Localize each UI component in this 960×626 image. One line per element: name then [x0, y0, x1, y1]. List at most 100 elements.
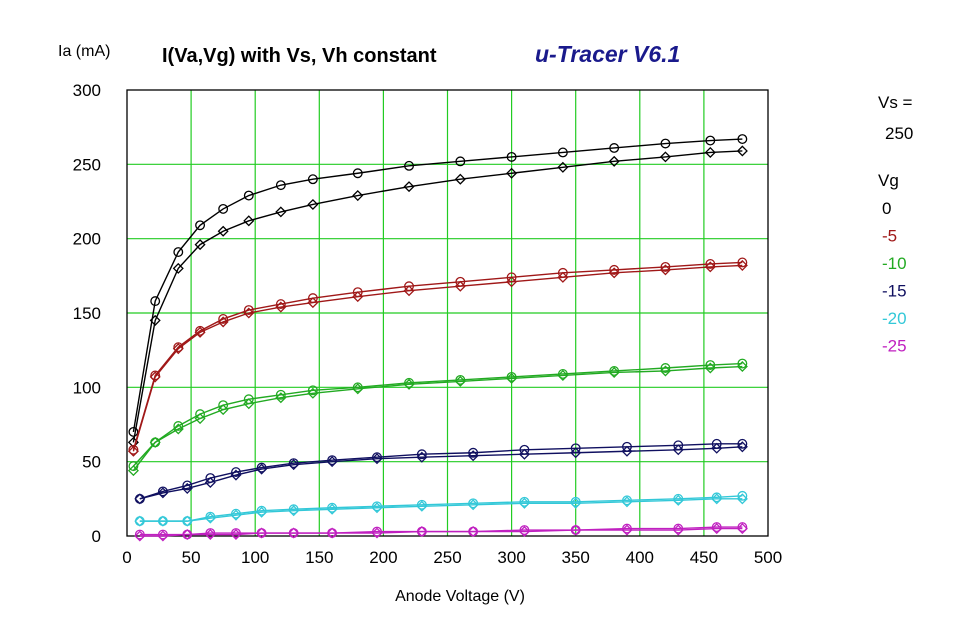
data-point: [307, 385, 318, 396]
data-point: [182, 480, 193, 491]
data-point: [468, 447, 479, 458]
data-point: [149, 314, 161, 326]
legend-vg-label: Vg: [878, 171, 899, 190]
data-point: [704, 362, 716, 374]
x-tick-label: 250: [433, 548, 461, 567]
data-point: [570, 496, 581, 507]
data-point: [372, 452, 382, 463]
data-point: [231, 467, 241, 478]
series-line: [132, 138, 743, 433]
data-point: [416, 499, 427, 510]
data-point: [243, 307, 255, 319]
series-0: [127, 134, 748, 448]
data-point: [622, 495, 632, 506]
y-tick-label: 0: [92, 527, 101, 546]
data-point: [194, 239, 206, 251]
data-point: [704, 146, 716, 158]
data-point: [230, 469, 242, 481]
data-point: [307, 174, 318, 185]
data-point: [737, 490, 748, 501]
y-tick-label: 50: [82, 453, 101, 472]
data-point: [737, 358, 748, 369]
legend-entry: -25: [882, 337, 907, 356]
series-line: [139, 526, 743, 536]
data-point: [518, 497, 530, 509]
data-point: [416, 451, 428, 463]
series-line: [132, 150, 743, 443]
series-line: [139, 498, 743, 522]
data-point: [506, 372, 518, 384]
x-axis-label: Anode Voltage (V): [395, 588, 525, 605]
data-point: [737, 257, 748, 268]
data-point: [150, 370, 161, 381]
data-point: [519, 496, 530, 507]
data-point: [127, 445, 139, 457]
data-point: [659, 264, 671, 276]
data-point: [194, 413, 206, 425]
series--10: [127, 358, 748, 477]
series-line: [132, 264, 743, 452]
data-point: [557, 161, 569, 173]
data-point: [275, 301, 287, 313]
data-point: [275, 180, 286, 191]
data-point: [204, 476, 216, 488]
data-point: [506, 276, 518, 288]
x-tick-label: 500: [754, 548, 782, 567]
data-point: [557, 369, 568, 379]
x-tick-label: 0: [122, 548, 131, 567]
data-point: [672, 444, 684, 456]
x-tick-label: 450: [690, 548, 718, 567]
data-point: [371, 527, 383, 539]
data-point: [673, 493, 684, 504]
data-point: [711, 522, 722, 533]
data-point: [217, 316, 229, 328]
data-point: [181, 482, 193, 494]
data-point: [150, 296, 161, 307]
data-point: [621, 445, 633, 457]
y-tick-label: 200: [73, 230, 101, 249]
legend-entry: -10: [882, 254, 907, 273]
x-tick-label: 100: [241, 548, 269, 567]
x-tick-label: 350: [562, 548, 590, 567]
data-point: [467, 499, 479, 511]
data-point: [467, 450, 479, 462]
data-point: [454, 280, 466, 292]
data-point: [288, 527, 300, 539]
legend-entries: 0 -5 -10 -15 -20 -25: [882, 199, 907, 356]
data-point: [128, 426, 139, 437]
data-point: [230, 528, 242, 541]
data-point: [404, 160, 414, 171]
data-point: [181, 515, 193, 527]
data-point: [736, 493, 748, 505]
data-point: [275, 389, 286, 400]
data-point: [608, 366, 620, 378]
data-point: [194, 326, 206, 338]
data-point: [468, 498, 479, 509]
data-point: [403, 181, 415, 193]
data-point: [736, 441, 748, 453]
data-point: [621, 524, 633, 536]
data-point: [127, 465, 139, 477]
data-point: [570, 447, 582, 459]
data-point: [454, 375, 466, 387]
data-point: [660, 138, 671, 149]
data-point: [737, 134, 748, 145]
legend-vs-value: 250: [885, 124, 913, 143]
data-point: [256, 463, 268, 475]
data-point: [288, 459, 300, 471]
grid-lines: [127, 90, 768, 536]
data-point: [621, 496, 633, 508]
data-point: [352, 383, 364, 395]
x-tick-label: 200: [369, 548, 397, 567]
data-point: [134, 515, 146, 527]
data-point: [609, 264, 620, 275]
series-layer: [127, 134, 748, 542]
data-point: [231, 508, 241, 519]
data-point: [518, 448, 530, 460]
data-point: [275, 299, 286, 310]
data-point: [218, 313, 229, 324]
data-point: [416, 449, 427, 460]
series-line: [139, 446, 743, 500]
data-point: [307, 387, 319, 399]
data-point: [557, 271, 569, 283]
